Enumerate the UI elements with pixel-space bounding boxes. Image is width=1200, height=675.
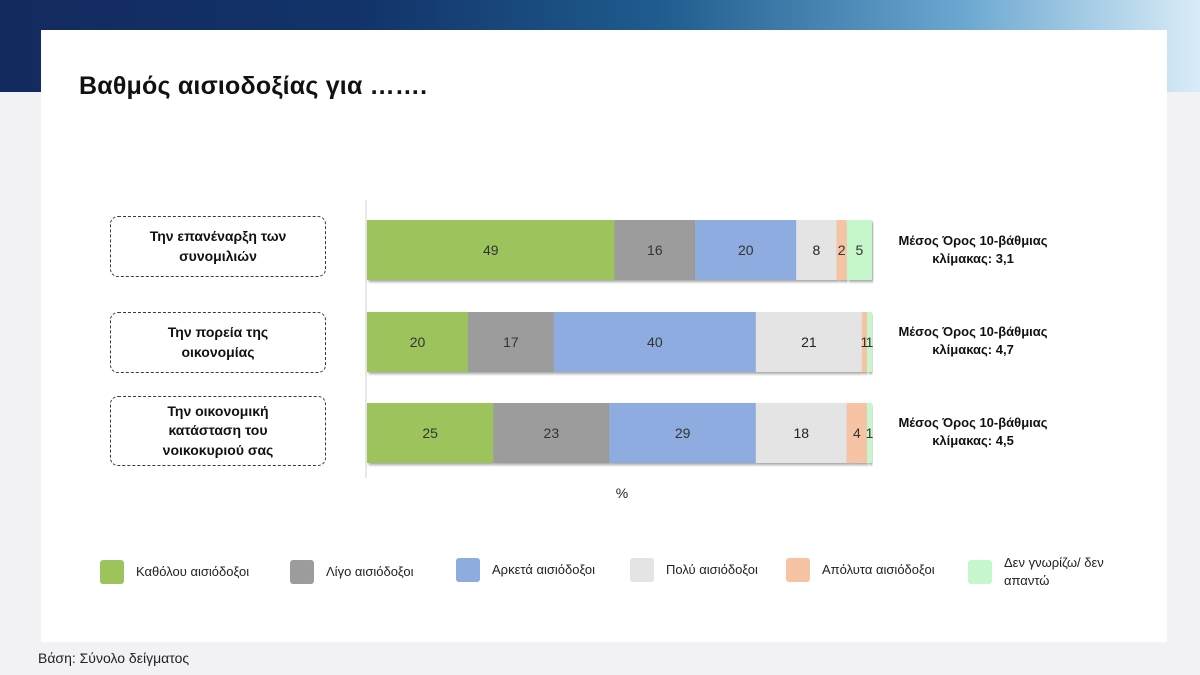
bar-data-label: 29 — [675, 425, 691, 441]
bar-segment — [796, 220, 837, 280]
legend-item-absolutely-optimistic: Απόλυτα αισιόδοξοι — [786, 558, 935, 582]
row-label-economy-course: Την πορεία της οικονομίας — [110, 312, 326, 373]
bar-data-label: 23 — [544, 425, 560, 441]
row-label-restart-talks: Την επανέναρξη των συνομιλιών — [110, 216, 326, 277]
bar-segment — [493, 403, 610, 463]
row-label-line: κατάσταση του — [168, 422, 268, 439]
mean-line: Μέσος Όρος 10-βάθμιας — [898, 415, 1048, 430]
bar-data-label: 8 — [813, 242, 821, 258]
legend-swatch — [786, 558, 810, 582]
legend-item-fairly-optimistic: Αρκετά αισιόδοξοι — [456, 558, 595, 582]
bar-data-label: 2 — [838, 242, 846, 258]
bar-data-label: 20 — [738, 242, 754, 258]
bar-segment — [846, 403, 867, 463]
bar-data-label: 4 — [853, 425, 861, 441]
legend-item-not-optimistic: Καθόλου αισιόδοξοι — [100, 560, 249, 584]
bar-segment — [866, 312, 872, 372]
bar-segment — [367, 403, 494, 463]
bar-data-label: 40 — [647, 334, 663, 350]
bar-segment — [367, 220, 615, 280]
slide-title: Βαθμός αισιοδοξίας για ……. — [79, 72, 428, 100]
legend-swatch — [456, 558, 480, 582]
bar-segment — [866, 403, 872, 463]
legend-swatch — [100, 560, 124, 584]
legend-label: Καθόλου αισιόδοξοι — [136, 564, 250, 580]
bar-segment — [614, 220, 696, 280]
base-footnote: Βάση: Σύνολο δείγματος — [38, 650, 190, 666]
bar-segment — [846, 220, 872, 280]
bar-segment — [755, 312, 862, 372]
bar-segment — [695, 220, 797, 280]
unit-label: % — [615, 485, 629, 501]
mean-line: κλίμακας: 4,7 — [932, 342, 1014, 358]
row-label-line: Την πορεία της — [167, 323, 269, 340]
legend-label: Απόλυτα αισιόδοξοι — [822, 562, 935, 578]
legend-label: Αρκετά αισιόδοξοι — [492, 562, 596, 578]
bar-data-label: 1 — [866, 425, 874, 441]
mean-line: κλίμακας: 4,5 — [932, 433, 1014, 449]
bar-data-label: 20 — [410, 334, 426, 350]
bar-segment — [367, 312, 468, 372]
legend-label: Δεν γνωρίζω/ δεν απαντώ — [1004, 554, 1104, 589]
row-label-household-finances: Την οικονομική κατάσταση του νοικοκυριού… — [110, 396, 326, 466]
legend-item-very-optimistic: Πολύ αισιόδοξοι — [630, 558, 758, 582]
mean-line: Μέσος Όρος 10-βάθμιας — [898, 324, 1048, 339]
bar-data-label: 18 — [794, 425, 810, 441]
bar-data-label: 21 — [801, 334, 817, 350]
mean-score-restart-talks: Μέσος Όρος 10-βάθμιας κλίμακας: 3,1 — [884, 232, 1062, 268]
bar-data-label: 25 — [422, 425, 438, 441]
mean-score-household-finances: Μέσος Όρος 10-βάθμιας κλίμακας: 4,5 — [884, 414, 1062, 450]
bar-segment — [609, 403, 756, 463]
legend-item-dont-know: Δεν γνωρίζω/ δεν απαντώ — [968, 554, 1104, 589]
legend-label: Λίγο αισιόδοξοι — [326, 564, 414, 580]
mean-score-economy-course: Μέσος Όρος 10-βάθμιας κλίμακας: 4,7 — [884, 323, 1062, 359]
row-label-line: Την οικονομική — [167, 402, 269, 419]
bar-segment — [468, 312, 554, 372]
bar-data-label: 49 — [483, 242, 499, 258]
row-label-line: οικονομίας — [181, 343, 255, 360]
legend-swatch — [630, 558, 654, 582]
mean-line: κλίμακας: 3,1 — [932, 251, 1014, 267]
legend-swatch — [290, 560, 314, 584]
legend-item-slightly-optimistic: Λίγο αισιόδοξοι — [290, 560, 414, 584]
legend-label-line: απαντώ — [1004, 572, 1050, 588]
legend-label-line: Δεν γνωρίζω/ δεν — [1004, 555, 1104, 570]
legend-swatch — [968, 559, 992, 584]
bar-data-label: 1 — [861, 334, 869, 350]
bar-segment — [836, 220, 847, 280]
bar-segment — [755, 403, 847, 463]
row-label-line: συνομιλιών — [179, 247, 257, 264]
mean-line: Μέσος Όρος 10-βάθμιας — [898, 233, 1048, 248]
bar-segment — [553, 312, 756, 372]
bar-data-label: 1 — [866, 334, 874, 350]
row-label-line: νοικοκυριού σας — [162, 441, 274, 458]
bar-segment — [861, 312, 867, 372]
row-label-line: Την επανέναρξη των — [149, 227, 287, 244]
bar-data-label: 5 — [855, 242, 863, 258]
bar-data-label: 17 — [503, 334, 519, 350]
bar-data-label: 16 — [647, 242, 663, 258]
legend-label: Πολύ αισιόδοξοι — [666, 562, 758, 578]
